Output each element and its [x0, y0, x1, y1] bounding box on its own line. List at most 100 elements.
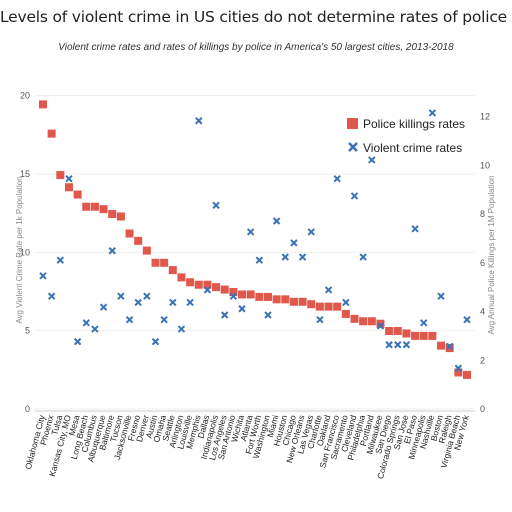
- violent-crime-point: [160, 315, 168, 324]
- police-killings-point: [272, 295, 281, 304]
- police-killings-point: [298, 297, 307, 306]
- police-killings-point: [125, 229, 134, 238]
- violent-crime-point: [125, 315, 134, 324]
- violent-crime-point: [342, 298, 350, 307]
- violent-crime-point: [359, 253, 367, 261]
- police-killings-point: [177, 273, 186, 282]
- violent-crime-point: [238, 305, 246, 313]
- violent-crime-point: [91, 325, 99, 333]
- violent-crime-point: [290, 239, 298, 247]
- police-killings-point: [134, 236, 143, 245]
- violent-crime-point: [151, 337, 160, 346]
- violent-crime-point: [117, 292, 125, 300]
- police-killings-point: [333, 302, 342, 311]
- y-tick-label-right: 12: [480, 112, 490, 122]
- y-tick-label-left: 20: [20, 91, 30, 101]
- police-killings-point: [90, 202, 99, 211]
- police-killings-point: [168, 266, 177, 275]
- violent-crime-point: [264, 311, 272, 319]
- y-axis-label-left: Avg Violent Crime Rate per 1k Population: [15, 176, 24, 323]
- police-killings-point: [359, 317, 368, 326]
- violent-crime-point: [169, 298, 177, 307]
- police-killings-point: [142, 246, 151, 255]
- violent-crime-point: [186, 298, 194, 307]
- police-killings-point: [203, 280, 212, 289]
- violent-crime-point: [108, 247, 116, 255]
- police-killings-point: [220, 285, 229, 294]
- police-killings-point: [428, 331, 437, 340]
- legend-x-marker: [348, 142, 358, 152]
- violent-crime-point: [143, 292, 151, 300]
- police-killings-point: [385, 327, 394, 336]
- legend-label-police-killings: Police killings rates: [363, 117, 465, 131]
- police-killings-point: [108, 210, 117, 219]
- police-killings-point: [246, 290, 255, 299]
- violent-crime-point: [99, 303, 108, 311]
- y-tick-label-right: 10: [480, 160, 490, 170]
- violent-crime-point: [281, 253, 289, 261]
- violent-crime-point: [229, 292, 238, 300]
- violent-crime-point: [445, 342, 454, 351]
- police-killings-point: [463, 370, 471, 379]
- police-killings-point: [324, 302, 333, 311]
- violent-crime-point: [420, 319, 428, 327]
- police-killings-point: [64, 183, 73, 192]
- violent-crime-point: [316, 315, 324, 324]
- police-killings-point: [307, 300, 316, 309]
- police-killings-point: [411, 331, 420, 340]
- police-killings-point: [445, 344, 454, 353]
- violent-crime-point: [47, 292, 56, 300]
- violent-crime-point: [203, 286, 212, 294]
- y-tick-label-right: 2: [480, 355, 485, 365]
- police-killings-point: [419, 331, 428, 340]
- y-tick-label-left: 15: [20, 169, 30, 179]
- violent-crime-point: [73, 337, 82, 346]
- violent-crime-point: [272, 217, 281, 225]
- legend-label-violent-crime: Violent crime rates: [363, 141, 462, 155]
- violent-crime-point: [307, 228, 315, 236]
- violent-crime-point: [39, 272, 47, 280]
- violent-crime-point: [437, 292, 445, 300]
- violent-crime-point: [411, 225, 419, 233]
- police-killings-point: [402, 329, 411, 338]
- violent-crime-point: [402, 341, 411, 349]
- police-killings-point: [194, 280, 203, 289]
- police-killings-point: [454, 368, 463, 377]
- violent-crime-point: [65, 174, 73, 183]
- y-tick-label-right: 4: [480, 307, 485, 317]
- legend-square-marker: [347, 118, 358, 129]
- violent-crime-point: [463, 315, 471, 324]
- police-killings-point: [73, 190, 82, 199]
- y-tick-label-right: 8: [480, 209, 485, 219]
- violent-crime-point: [221, 311, 229, 319]
- y-tick-label-right: 0: [480, 404, 485, 414]
- police-killings-point: [151, 258, 160, 267]
- y-tick-label-left: 10: [20, 247, 30, 257]
- police-killings-point: [56, 171, 65, 180]
- police-killings-point: [116, 212, 125, 221]
- police-killings-point: [82, 202, 91, 211]
- violent-crime-point: [134, 298, 142, 307]
- y-tick-label-left: 5: [25, 326, 30, 336]
- police-killings-point: [212, 283, 221, 292]
- police-killings-point: [341, 309, 350, 318]
- police-killings-point: [289, 297, 298, 306]
- chart-subtitle: Violent crime rates and rates of killing…: [58, 42, 454, 53]
- violent-crime-point: [428, 109, 437, 117]
- violent-crime-point: [298, 253, 307, 261]
- y-axis-label-right: Avg Annual Police Killings per 1M Popula…: [487, 175, 496, 334]
- violent-crime-point: [376, 322, 385, 330]
- violent-crime-point: [333, 174, 341, 183]
- violent-crime-point: [394, 341, 402, 349]
- police-killings-point: [229, 288, 238, 297]
- police-killings-point: [393, 327, 402, 336]
- violent-crime-point: [454, 364, 463, 372]
- violent-crime-point: [255, 256, 264, 264]
- police-killings-point: [281, 295, 290, 304]
- chart-title: Levels of violent crime in US cities do …: [0, 8, 512, 26]
- police-killings-point: [350, 314, 359, 323]
- violent-crime-point: [368, 156, 376, 164]
- police-killings-point: [315, 302, 324, 311]
- police-killings-point: [99, 205, 108, 214]
